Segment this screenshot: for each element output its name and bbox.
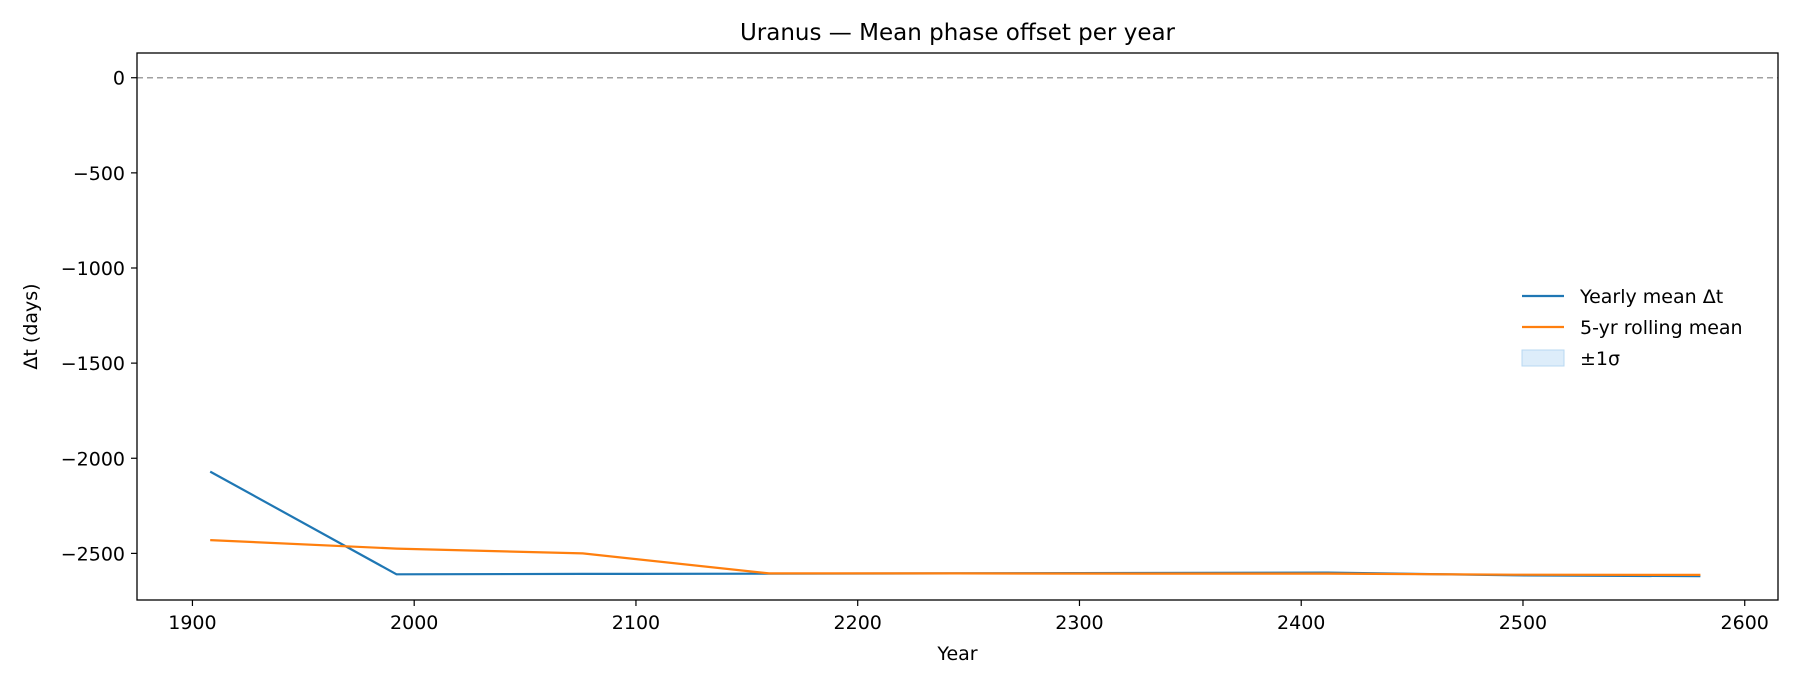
legend-label-2: 5-yr rolling mean [1580, 317, 1743, 339]
legend-label-band: ±1σ [1580, 348, 1620, 370]
legend-swatch-band [1521, 349, 1565, 367]
x-ticks: 1900 2000 2100 2200 2300 2400 2500 2600 [168, 600, 1769, 634]
y-ticks: 0 −500 −1000 −1500 −2000 −2500 [61, 68, 137, 565]
x-axis-label: Year [936, 643, 977, 665]
x-tick-label: 2300 [1055, 612, 1103, 634]
chart-title: Uranus — Mean phase offset per year [740, 20, 1176, 46]
x-tick-label: 2500 [1499, 612, 1547, 634]
x-tick-label: 2100 [612, 612, 660, 634]
series-line-2 [210, 539, 1701, 577]
y-tick-label: −500 [73, 163, 125, 185]
series-group [209, 470, 1701, 578]
x-tick-label: 2000 [390, 612, 438, 634]
y-tick-label: −1000 [61, 258, 125, 280]
y-axis-label: Δt (days) [20, 283, 42, 369]
x-tick-label: 2400 [1277, 612, 1325, 634]
y-tick-label: −2000 [61, 448, 125, 470]
plot-frame [136, 52, 1779, 601]
y-tick-label: 0 [113, 68, 125, 90]
y-tick-label: −2500 [61, 543, 125, 565]
x-tick-label: 2200 [834, 612, 882, 634]
x-tick-label: 2600 [1721, 612, 1769, 634]
y-tick-label: −1500 [61, 353, 125, 375]
legend: Yearly mean Δt 5-yr rolling mean ±1σ [1521, 286, 1743, 370]
legend-label-1: Yearly mean Δt [1579, 286, 1723, 308]
x-tick-label: 1900 [168, 612, 216, 634]
